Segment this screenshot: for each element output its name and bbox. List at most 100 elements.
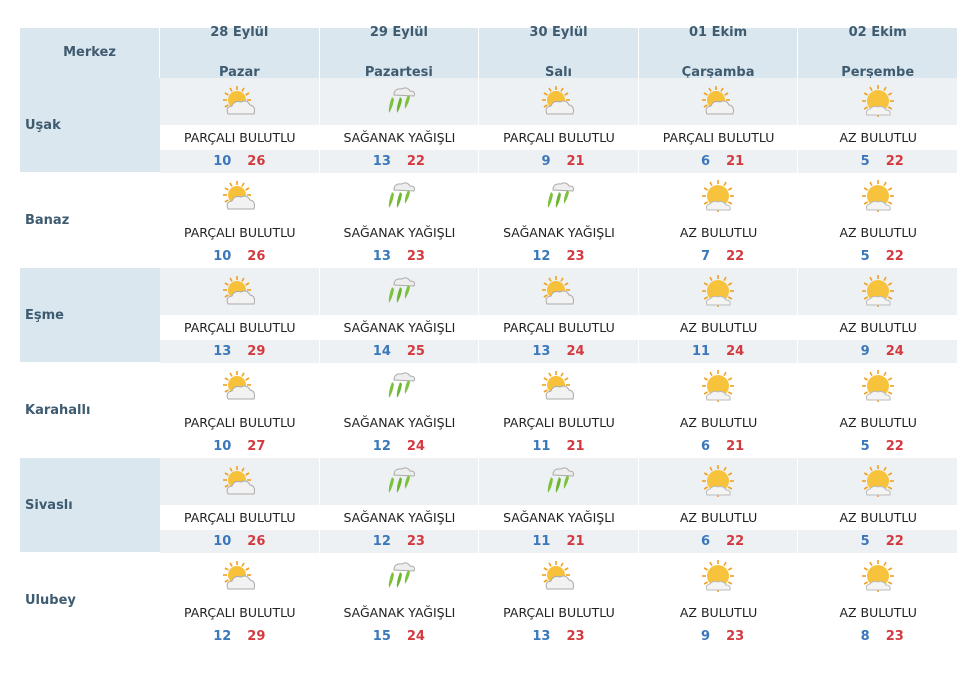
partly-cloudy-icon [223, 180, 256, 209]
shower-icon [388, 181, 415, 208]
min-temp: 10 [213, 439, 232, 454]
temperatures: 5 22 [798, 530, 958, 553]
day-header: 30 Eylül Salı [479, 25, 639, 80]
mostly-sunny-icon [702, 179, 735, 212]
max-temp: 23 [885, 629, 904, 644]
day-date: 02 Ekim [848, 25, 907, 40]
mostly-sunny-icon [702, 274, 735, 307]
condition: PARÇALI BULUTLU [662, 130, 775, 145]
shower-icon [388, 86, 415, 113]
temperatures: 12 24 [319, 435, 480, 458]
day-weekday: Perşembe [841, 65, 915, 80]
condition: AZ BULUTLU [679, 510, 758, 525]
weather-icon-cell [479, 78, 639, 125]
weather-icon-cell [160, 458, 320, 505]
temperatures: 10 26 [160, 150, 320, 173]
mostly-sunny-icon [861, 179, 894, 212]
min-temp: 6 [701, 439, 711, 454]
max-temp: 21 [566, 534, 585, 549]
shower-icon [388, 371, 415, 398]
condition: PARÇALI BULUTLU [183, 225, 296, 240]
mostly-sunny-icon [702, 369, 735, 402]
min-temp: 8 [860, 629, 870, 644]
condition: PARÇALI BULUTLU [183, 510, 296, 525]
max-temp: 22 [726, 534, 745, 549]
condition: SAĞANAK YAĞIŞLI [343, 320, 456, 335]
weather-icon-cell [319, 553, 480, 600]
max-temp: 29 [247, 344, 266, 359]
shower-icon [388, 466, 415, 493]
temperatures: 6 21 [638, 150, 799, 173]
temperatures: 14 25 [319, 340, 480, 363]
max-temp: 26 [247, 534, 266, 549]
mostly-sunny-icon [861, 464, 894, 497]
temperatures: 7 22 [638, 245, 799, 268]
temperatures: 9 24 [798, 340, 958, 363]
district-name: Uşak [20, 78, 160, 173]
min-temp: 12 [372, 534, 391, 549]
partly-cloudy-icon [542, 85, 575, 114]
condition: AZ BULUTLU [679, 605, 758, 620]
temperatures: 5 22 [798, 150, 958, 173]
condition: AZ BULUTLU [839, 605, 917, 620]
condition: PARÇALI BULUTLU [183, 130, 296, 145]
max-temp: 22 [885, 249, 904, 264]
mostly-sunny-icon [861, 559, 894, 592]
day-header: 29 Eylül Pazartesi [319, 25, 480, 80]
temperatures: 10 27 [160, 435, 320, 458]
condition: SAĞANAK YAĞIŞLI [343, 130, 456, 145]
min-temp: 5 [860, 534, 870, 549]
min-temp: 15 [372, 629, 391, 644]
condition: SAĞANAK YAĞIŞLI [343, 225, 456, 240]
temperatures: 13 22 [319, 150, 480, 173]
temperatures: 6 22 [638, 530, 799, 553]
shower-icon [388, 276, 415, 303]
weather-icon-cell [479, 458, 639, 505]
condition: AZ BULUTLU [839, 415, 917, 430]
day-weekday: Çarşamba [681, 65, 755, 80]
condition: PARÇALI BULUTLU [183, 605, 296, 620]
partly-cloudy-icon [542, 275, 575, 304]
temperatures: 11 24 [638, 340, 799, 363]
min-temp: 11 [532, 534, 551, 549]
weather-icon-cell [319, 363, 480, 410]
temperatures: 8 23 [798, 625, 958, 648]
condition: SAĞANAK YAĞIŞLI [343, 605, 456, 620]
weather-icon-cell [479, 363, 639, 410]
day-weekday: Pazartesi [364, 65, 433, 80]
max-temp: 22 [885, 154, 904, 169]
condition: PARÇALI BULUTLU [503, 130, 615, 145]
day-date: 29 Eylül [369, 25, 428, 40]
weather-icon-cell [798, 553, 958, 600]
min-temp: 13 [372, 249, 391, 264]
min-temp: 11 [532, 439, 551, 454]
min-temp: 9 [541, 154, 551, 169]
day-date: 01 Ekim [689, 25, 748, 40]
max-temp: 24 [566, 344, 585, 359]
max-temp: 26 [247, 249, 266, 264]
weather-icon-cell [798, 458, 958, 505]
max-temp: 22 [885, 534, 904, 549]
weather-icon-cell [798, 363, 958, 410]
weather-icon-cell [479, 268, 639, 315]
min-temp: 9 [860, 344, 870, 359]
max-temp: 26 [247, 154, 266, 169]
max-temp: 21 [726, 154, 745, 169]
max-temp: 29 [247, 629, 266, 644]
condition: PARÇALI BULUTLU [183, 320, 296, 335]
condition: SAĞANAK YAĞIŞLI [343, 510, 456, 525]
temperatures: 6 21 [638, 435, 799, 458]
max-temp: 22 [885, 439, 904, 454]
max-temp: 24 [726, 344, 745, 359]
mostly-sunny-icon [861, 84, 894, 117]
partly-cloudy-icon [223, 465, 256, 494]
partly-cloudy-icon [702, 85, 735, 114]
max-temp: 23 [406, 249, 425, 264]
partly-cloudy-icon [223, 85, 256, 114]
mostly-sunny-icon [861, 274, 894, 307]
max-temp: 23 [566, 629, 585, 644]
condition: SAĞANAK YAĞIŞLI [503, 510, 615, 525]
condition: PARÇALI BULUTLU [503, 605, 615, 620]
min-temp: 10 [213, 534, 232, 549]
